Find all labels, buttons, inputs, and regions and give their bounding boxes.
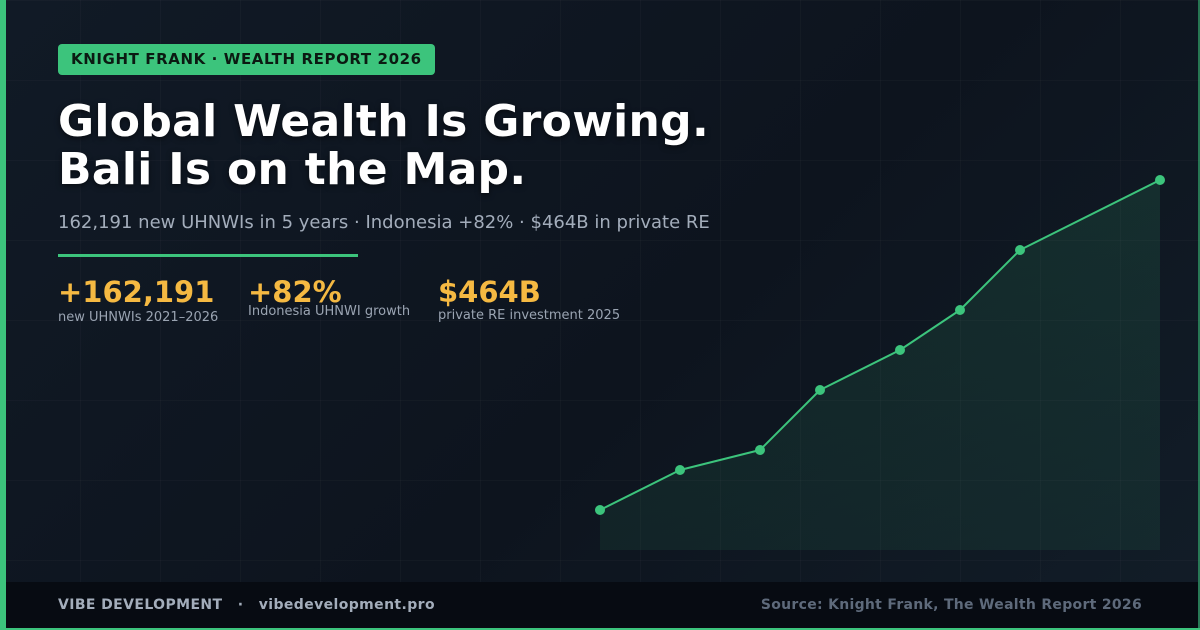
subtitle: 162,191 new UHNWIs in 5 years · Indonesi…: [58, 212, 710, 233]
chart-point-1: [595, 505, 605, 515]
chart-point-6: [955, 305, 965, 315]
stat-value: +82%: [248, 275, 342, 309]
chart-point-5: [895, 345, 905, 355]
left-accent-bar: [0, 0, 6, 630]
stat-re-investment: $464B private RE investment 2025: [438, 274, 620, 324]
chart-point-3: [755, 445, 765, 455]
chart-point-2: [675, 465, 685, 475]
stat-label: Indonesia UHNWI growth: [248, 304, 411, 319]
accent-divider: [58, 254, 358, 257]
right-accent-bar: [1198, 0, 1200, 630]
stat-value: +162,191: [58, 275, 215, 309]
footer-brand-block: VIBE DEVELOPMENT · vibedevelopment.pro: [58, 582, 435, 628]
chart-series-line: [599, 179, 1161, 511]
headline-line-2: Bali Is on the Map.: [58, 144, 527, 195]
headline-line-1: Global Wealth Is Growing.: [58, 96, 709, 147]
footer: VIBE DEVELOPMENT · vibedevelopment.pro S…: [6, 582, 1198, 628]
brand-url[interactable]: vibedevelopment.pro: [258, 597, 435, 613]
bottom-accent-bar: [0, 628, 1200, 630]
stat-label: new UHNWIs 2021–2026: [58, 310, 219, 325]
headline: Global Wealth Is Growing. Bali Is on the…: [58, 98, 709, 194]
chart-point-4: [815, 385, 825, 395]
chart-area-fill: [600, 180, 1160, 550]
brand-name: VIBE DEVELOPMENT: [58, 597, 223, 613]
stat-indonesia-growth: +82% Indonesia UHNWI growth: [248, 274, 410, 320]
report-badge: KNIGHT FRANK · WEALTH REPORT 2026: [58, 44, 435, 75]
chart-point-8: [1155, 175, 1165, 185]
footer-separator: ·: [237, 597, 244, 613]
source-credit: Source: Knight Frank, The Wealth Report …: [760, 597, 1142, 613]
stat-label: private RE investment 2025: [438, 308, 621, 323]
chart-point-7: [1015, 245, 1025, 255]
stat-value: $464B: [438, 275, 541, 309]
stat-new-uhnwis: +162,191 new UHNWIs 2021–2026: [58, 274, 218, 326]
